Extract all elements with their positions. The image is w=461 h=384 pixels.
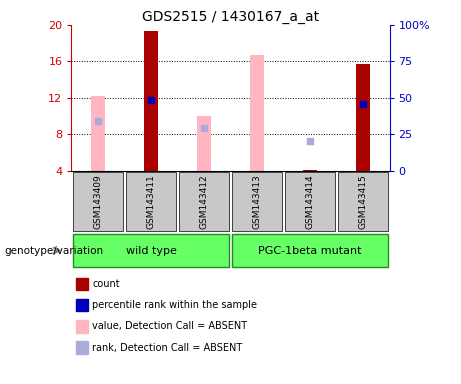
FancyBboxPatch shape (231, 234, 389, 267)
Text: GSM143409: GSM143409 (94, 174, 102, 229)
Text: count: count (92, 279, 120, 289)
FancyBboxPatch shape (125, 172, 177, 231)
Text: rank, Detection Call = ABSENT: rank, Detection Call = ABSENT (92, 343, 242, 353)
Text: GSM143412: GSM143412 (200, 174, 208, 229)
Bar (143, 31, 159, 171)
Bar (196, 116, 212, 171)
Text: wild type: wild type (125, 245, 177, 256)
FancyBboxPatch shape (231, 172, 283, 231)
Point (200, 125, 207, 131)
Text: GSM143413: GSM143413 (253, 174, 261, 229)
Text: PGC-1beta mutant: PGC-1beta mutant (258, 245, 362, 256)
Bar (302, 170, 318, 171)
Text: GSM143414: GSM143414 (306, 174, 314, 229)
FancyBboxPatch shape (72, 172, 124, 231)
FancyBboxPatch shape (284, 172, 336, 231)
FancyBboxPatch shape (337, 172, 389, 231)
Bar (249, 55, 265, 171)
Text: percentile rank within the sample: percentile rank within the sample (92, 300, 257, 310)
Point (148, 97, 155, 103)
Bar (90, 96, 106, 171)
Text: value, Detection Call = ABSENT: value, Detection Call = ABSENT (92, 321, 247, 331)
Point (359, 101, 366, 108)
FancyBboxPatch shape (72, 234, 230, 267)
Text: GSM143411: GSM143411 (147, 174, 155, 229)
Text: GSM143415: GSM143415 (359, 174, 367, 229)
Text: GDS2515 / 1430167_a_at: GDS2515 / 1430167_a_at (142, 10, 319, 23)
FancyBboxPatch shape (178, 172, 230, 231)
Point (94, 118, 101, 124)
Bar (355, 64, 371, 171)
Text: genotype/variation: genotype/variation (5, 245, 104, 256)
Point (306, 138, 313, 144)
